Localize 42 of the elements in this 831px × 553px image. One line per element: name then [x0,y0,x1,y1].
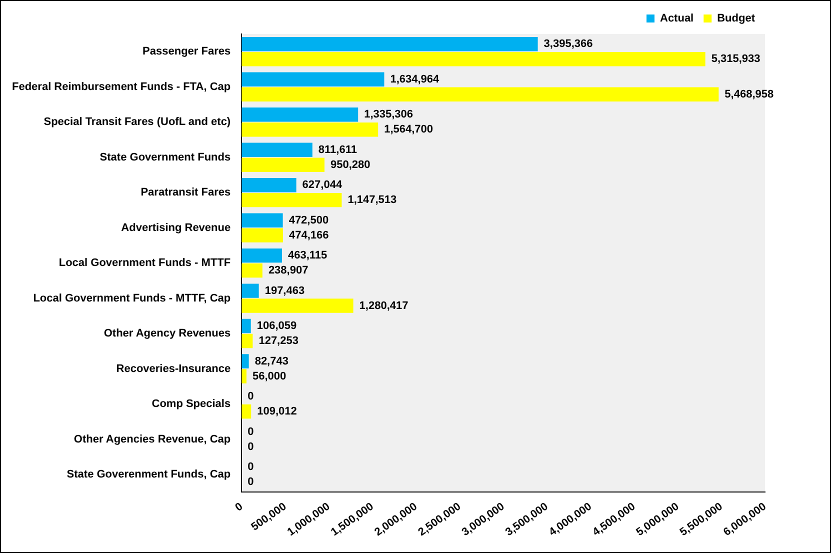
y-tick-label: Special Transit Fares (UofL and etc) [44,116,231,128]
y-tick-label: State Goverenment Funds, Cap [66,468,231,481]
data-label: 1,335,306 [364,108,414,121]
data-label: 811,611 [318,144,357,156]
data-label: 3,395,366 [544,38,593,50]
data-label: 1,280,417 [359,300,408,312]
data-label: 56,000 [252,370,286,382]
y-tick-label: Local Government Funds - MTTF [58,257,231,270]
data-label: 0 [248,390,254,403]
data-label: 1,564,700 [384,124,434,136]
y-tick-label: Local Government Funds - MTTF, Cap [33,292,231,304]
data-label: 0 [248,426,254,438]
data-label: 0 [248,440,254,453]
data-label: 82,743 [254,355,288,368]
data-label: 127,253 [258,335,298,348]
data-label: 627,044 [302,179,343,192]
data-label: 1,634,964 [390,73,440,86]
y-tick-label: Other Agency Revenues [104,328,231,340]
data-label: 474,166 [288,229,329,242]
y-tick-label: Other Agencies Revenue, Cap [74,433,231,446]
legend-label: Budget [717,12,756,25]
data-label: 5,315,933 [711,53,760,66]
legend-label: Actual [660,12,694,25]
y-tick-label: Paratransit Fares [140,186,231,199]
y-tick-label: Federal Reimbursement Funds - FTA, Cap [12,80,231,93]
y-tick-label: Comp Specials [152,398,231,410]
y-tick-label: Passenger Fares [142,46,231,58]
data-label: 238,907 [268,264,308,277]
y-tick-label: State Government Funds [100,151,231,164]
data-label: 0 [248,476,254,488]
y-tick-label: Advertising Revenue [121,222,231,234]
data-label: 5,468,958 [724,88,774,100]
data-label: 950,280 [330,158,370,171]
data-label: 472,500 [288,214,329,226]
y-tick-label: Recoveries-Insurance [116,362,231,375]
data-label: 197,463 [264,284,305,297]
x-tick-label: 0 [233,500,246,514]
data-label: 463,115 [288,250,328,262]
data-label: 0 [248,461,254,474]
data-label: 106,059 [256,320,297,332]
data-label: 1,147,513 [348,194,397,206]
data-label: 109,012 [257,406,297,418]
